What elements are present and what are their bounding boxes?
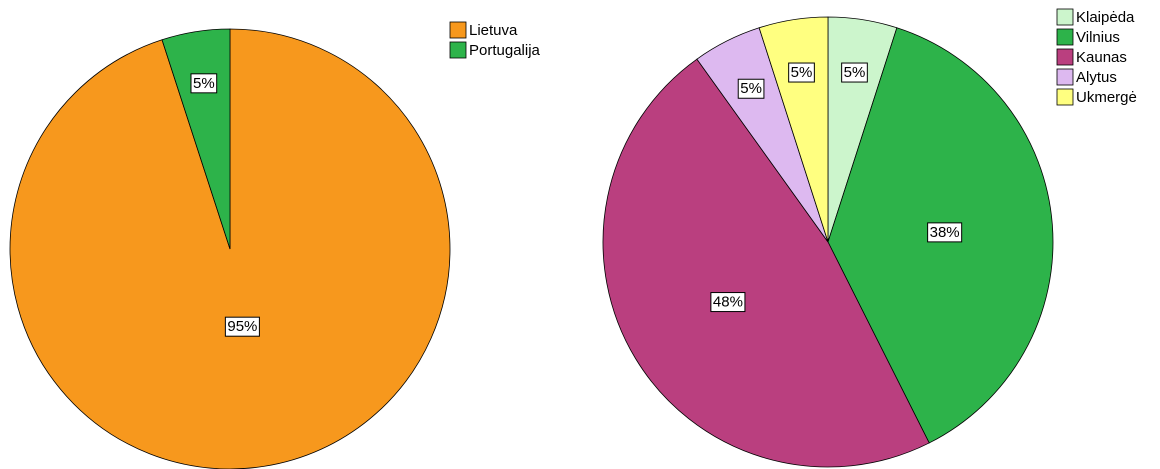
legend-label: Kaunas xyxy=(1076,49,1127,66)
data-label-box xyxy=(710,292,746,313)
data-label-box xyxy=(841,62,868,83)
data-label: 5% xyxy=(737,78,765,99)
data-label: 95% xyxy=(224,316,260,337)
data-label-text: 5% xyxy=(740,80,762,97)
data-label-text: 5% xyxy=(844,64,866,81)
data-label: 48% xyxy=(710,292,746,313)
data-label-text: 5% xyxy=(791,64,813,81)
legend-swatch xyxy=(449,41,467,59)
legend-label: Portugalija xyxy=(469,42,541,59)
legend-swatch xyxy=(449,21,467,39)
data-label-box xyxy=(190,73,218,94)
data-label: 5% xyxy=(841,62,868,83)
legend-swatch xyxy=(1056,68,1074,86)
legend-label: Lietuva xyxy=(469,22,518,39)
legend-label: Alytus xyxy=(1076,69,1117,86)
data-label-text: 38% xyxy=(930,224,960,241)
legend-swatch xyxy=(1056,8,1074,26)
legend-label: Klaipėda xyxy=(1076,9,1135,26)
data-label-text: 5% xyxy=(193,75,215,92)
data-label-box xyxy=(224,316,260,337)
data-label-text: 48% xyxy=(713,294,743,311)
pie-slice xyxy=(602,58,930,468)
data-label-box xyxy=(788,62,815,83)
data-label: 5% xyxy=(190,73,218,94)
data-label: 38% xyxy=(927,222,963,243)
legend-label: Ukmergė xyxy=(1076,89,1137,106)
legend-label: Vilnius xyxy=(1076,29,1120,46)
legend-swatch xyxy=(1056,48,1074,66)
data-label-box xyxy=(737,78,765,99)
data-label: 5% xyxy=(788,62,815,83)
data-label-text: 95% xyxy=(227,318,257,335)
legend-swatch xyxy=(1056,88,1074,106)
legend-swatch xyxy=(1056,28,1074,46)
data-label-box xyxy=(927,222,963,243)
